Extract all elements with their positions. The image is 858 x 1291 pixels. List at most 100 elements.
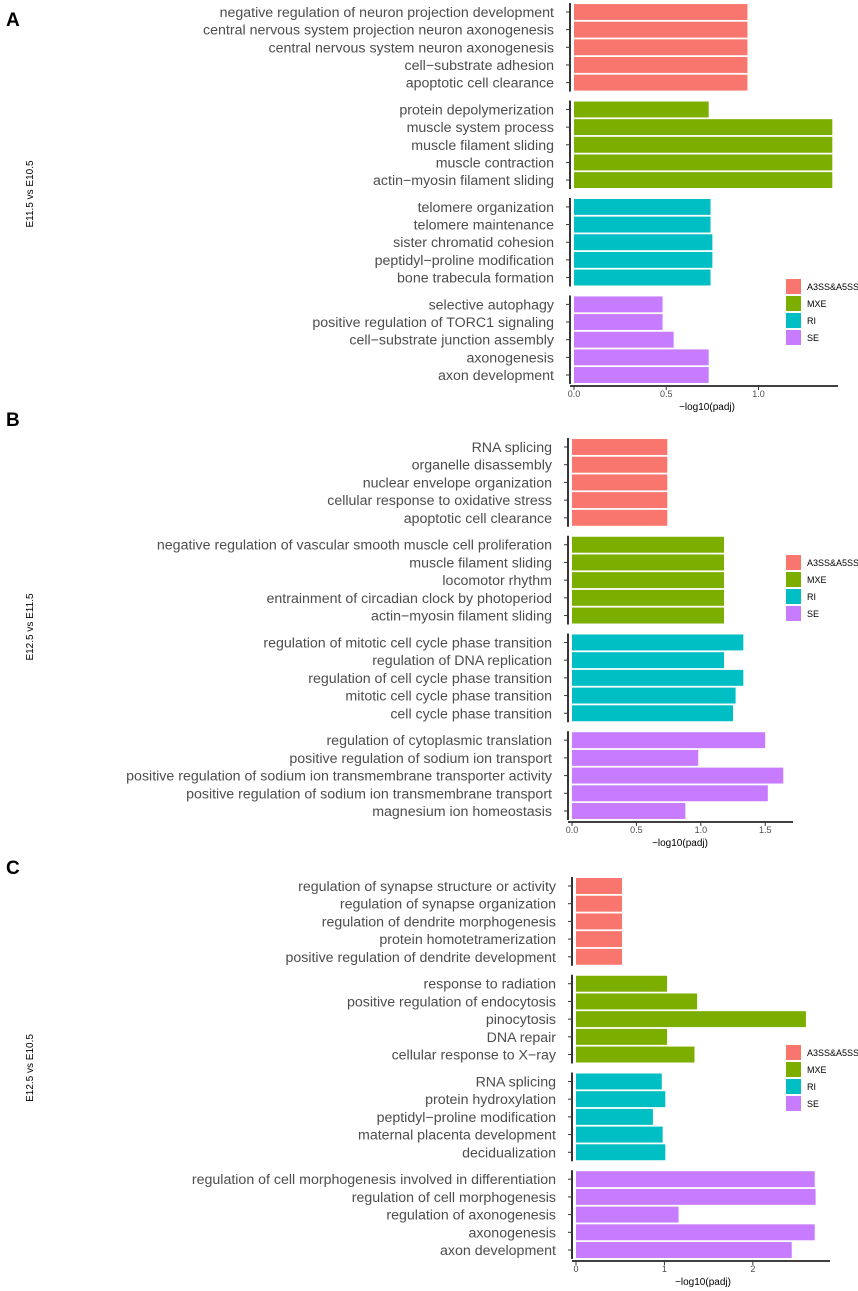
bar: [576, 895, 622, 912]
legend-swatch: [786, 555, 801, 570]
bar: [572, 439, 668, 455]
term-label: apoptotic cell clearance: [406, 76, 554, 92]
x-tick-label: 2: [750, 1264, 755, 1274]
term-label: regulation of DNA replication: [372, 653, 552, 669]
bar: [574, 154, 833, 171]
bar: [572, 509, 668, 526]
term-label: decidualization: [462, 1145, 556, 1161]
term-label: nuclear envelope organization: [363, 475, 552, 491]
bar: [572, 634, 744, 651]
legend-label: SE: [807, 1099, 819, 1109]
term-label: muscle filament sliding: [409, 555, 552, 571]
term-label: cellular response to X−ray: [392, 1048, 557, 1064]
bar: [574, 39, 748, 56]
bar-group-ri: telomere organization telomere maintenanc…: [375, 197, 713, 287]
x-tick-label: 1: [662, 1264, 667, 1274]
bar-group-mxe: negative regulation of vascular smooth m…: [157, 535, 725, 625]
term-label: positive regulation of sodium ion transm…: [186, 786, 552, 802]
bar-group-ri: RNA splicing protein hydroxylation peptidy…: [358, 1072, 666, 1161]
legend-label: SE: [807, 609, 819, 619]
legend-label: MXE: [807, 575, 827, 585]
bar: [574, 296, 663, 313]
legend-label: A3SS&A5SS: [807, 558, 858, 568]
legend: A3SS&A5SS MXE RI SE: [786, 1045, 858, 1111]
term-label: telomere organization: [418, 200, 554, 216]
x-tick-label: 0.5: [660, 389, 673, 399]
bar: [576, 975, 668, 992]
term-label: RNA splicing: [476, 1074, 556, 1090]
term-label: peptidyl−proline modification: [377, 1110, 556, 1126]
term-label: RNA splicing: [472, 440, 552, 456]
x-tick-label: 1.0: [695, 825, 708, 835]
bar: [576, 1224, 815, 1241]
term-label: organelle disassembly: [412, 458, 553, 474]
bar: [576, 1144, 666, 1161]
legend-swatch: [786, 330, 801, 345]
legend-swatch: [786, 606, 801, 621]
legend-swatch: [786, 296, 801, 311]
term-label: muscle system process: [407, 120, 554, 136]
bar: [572, 652, 725, 669]
bar-group-mxe: protein depolymerization muscle system pr…: [373, 100, 833, 189]
term-label: actin−myosin filament sliding: [371, 609, 552, 625]
x-axis-title: −log10(padj): [652, 838, 708, 849]
bar: [574, 367, 709, 383]
legend-label: RI: [807, 592, 816, 602]
term-label: negative regulation of vascular smooth m…: [157, 538, 552, 554]
legend-label: MXE: [807, 299, 827, 309]
bar: [574, 198, 711, 215]
panel-letter: B: [6, 410, 20, 431]
term-label: mitotic cell cycle phase transition: [345, 689, 552, 705]
bar: [572, 767, 784, 784]
x-tick-label: 1.5: [759, 825, 772, 835]
bar: [576, 1188, 816, 1205]
term-label: response to radiation: [423, 977, 556, 993]
bar: [572, 474, 668, 491]
bar: [572, 687, 736, 704]
legend-swatch: [786, 1062, 801, 1077]
y-axis-title: E12.5 vs E10.5: [25, 1034, 36, 1102]
bar: [576, 1108, 653, 1125]
bar: [574, 4, 748, 20]
legend-swatch: [786, 313, 801, 328]
bar: [576, 878, 622, 894]
term-label: regulation of mitotic cell cycle phase t…: [263, 635, 552, 651]
bar: [572, 456, 668, 473]
y-axis-title: E11.5 vs E10.5: [25, 160, 36, 228]
term-label: central nervous system projection neuron…: [203, 23, 554, 39]
legend-label: MXE: [807, 1065, 827, 1075]
bar: [576, 1242, 792, 1258]
term-label: positive regulation of sodium ion transp…: [289, 751, 552, 767]
term-label: sister chromatid cohesion: [393, 235, 554, 251]
term-label: peptidyl−proline modification: [375, 253, 554, 269]
term-label: positive regulation of dendrite developm…: [285, 950, 556, 966]
bar: [576, 931, 622, 948]
term-label: cell−substrate adhesion: [405, 58, 554, 74]
bar: [572, 705, 734, 722]
bar-group-a3ss-a5ss: negative regulation of neuron projection…: [203, 3, 748, 92]
term-label: cellular response to oxidative stress: [327, 493, 552, 509]
bar: [574, 331, 674, 348]
bar: [576, 1011, 806, 1028]
legend-swatch: [786, 279, 801, 294]
term-label: central nervous system neuron axonogenes…: [269, 40, 555, 56]
bar: [572, 536, 725, 553]
legend-label: A3SS&A5SS: [807, 282, 858, 292]
term-label: axon development: [438, 368, 554, 384]
bar: [574, 57, 748, 73]
legend-swatch: [786, 1079, 801, 1094]
bar: [574, 216, 711, 233]
x-tick-label: 0.0: [566, 825, 579, 835]
bar: [572, 492, 668, 509]
bar: [574, 269, 711, 286]
bar: [574, 119, 833, 136]
term-label: actin−myosin filament sliding: [373, 173, 554, 189]
bar: [576, 993, 698, 1010]
bar-group-a3ss-a5ss: RNA splicing organelle disassemblynuclear…: [327, 438, 668, 527]
panel-letter: A: [6, 10, 20, 31]
bar: [574, 74, 748, 91]
bar-group-a3ss-a5ss: regulation of synapse structure or activ…: [285, 877, 622, 966]
legend: A3SS&A5SS MXE RI SE: [786, 555, 858, 621]
